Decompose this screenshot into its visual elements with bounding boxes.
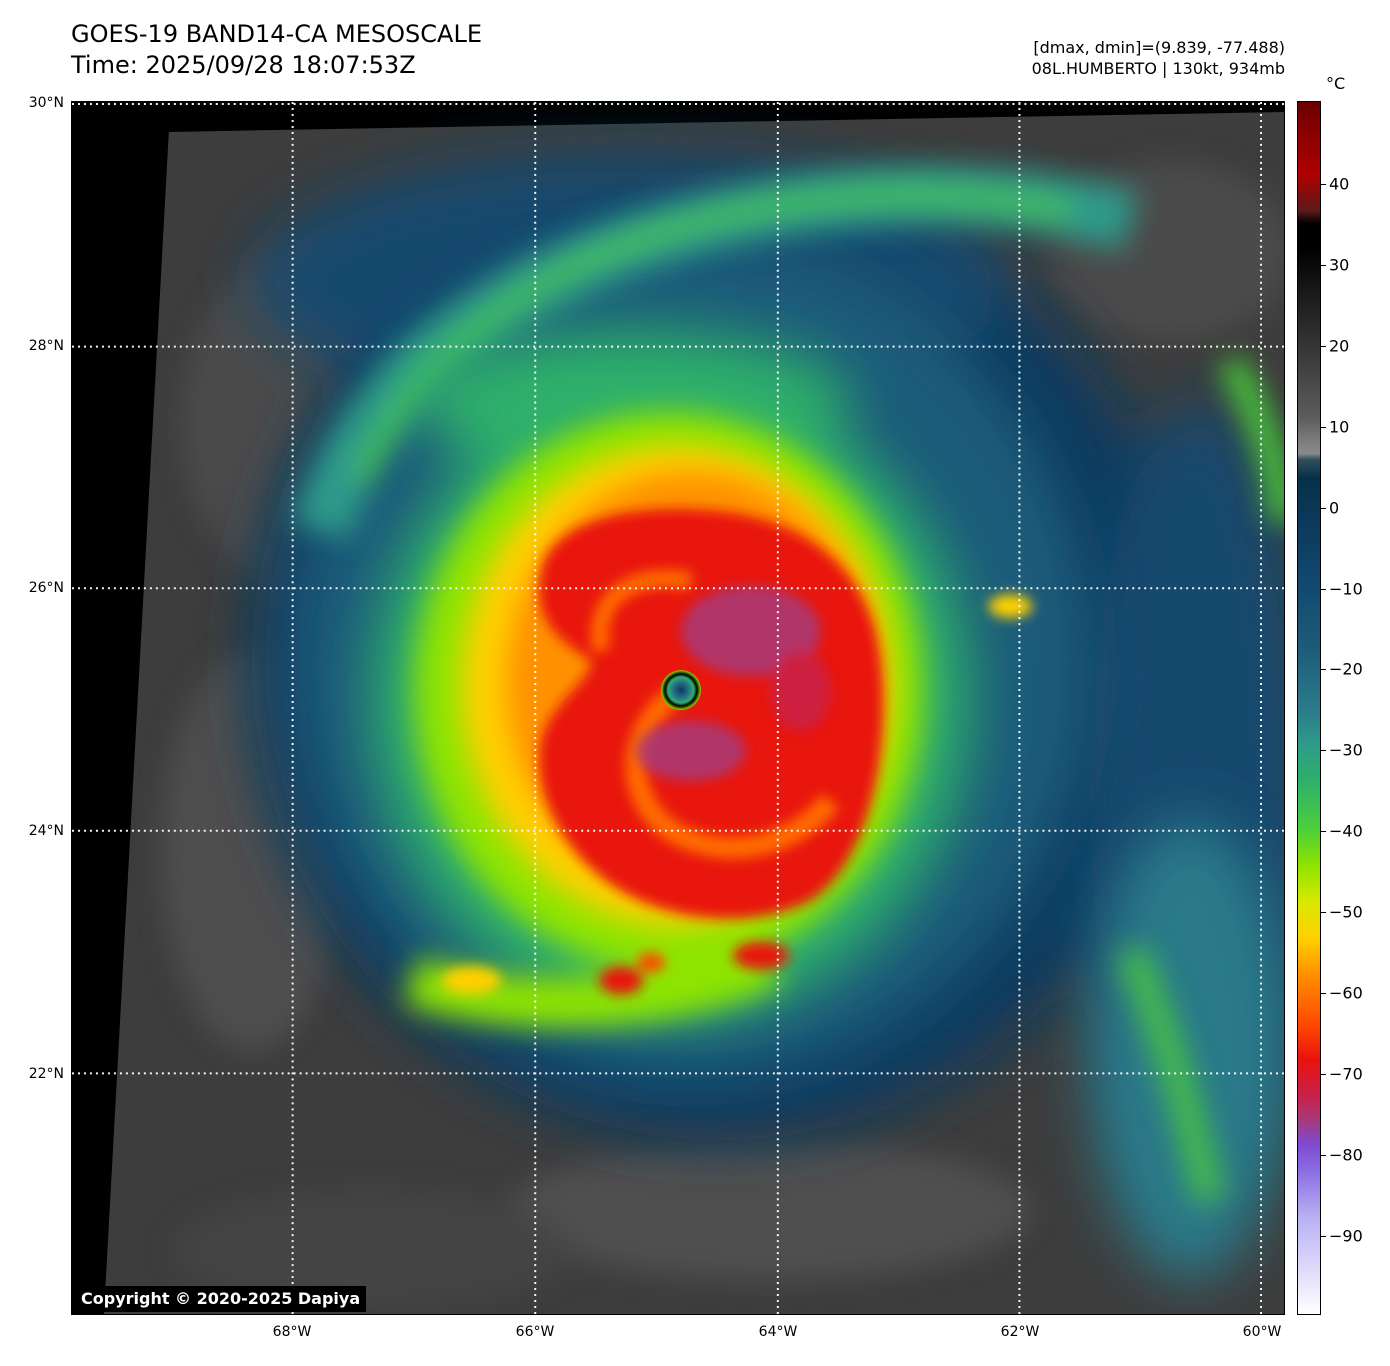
colorbar-tick <box>1321 589 1326 590</box>
colorbar-label-40: 40 <box>1329 174 1350 194</box>
lat-label-24n: 24°N <box>28 823 64 839</box>
lon-label-66w: 66°W <box>515 1324 555 1340</box>
lat-label-28n: 28°N <box>28 338 64 354</box>
product-title: GOES-19 BAND14-CA MESOSCALE <box>71 20 482 48</box>
observation-time: Time: 2025/09/28 18:07:53Z <box>71 51 416 79</box>
data-range: [dmax, dmin]=(9.839, -77.488) <box>1033 38 1285 57</box>
colorbar-tick <box>1321 912 1326 913</box>
hurricane-eye <box>661 670 701 710</box>
colorbar-label-minus30: −30 <box>1329 740 1363 760</box>
graticule <box>72 102 1284 1314</box>
storm-info: 08L.HUMBERTO | 130kt, 934mb <box>1031 59 1285 78</box>
colorbar-label-10: 10 <box>1329 417 1350 437</box>
colorbar-label-minus60: −60 <box>1329 983 1363 1003</box>
colorbar-label-minus50: −50 <box>1329 902 1363 922</box>
lat-label-22n: 22°N <box>28 1066 64 1082</box>
colorbar-tick <box>1321 831 1326 832</box>
colorbar-tick <box>1321 508 1326 509</box>
colorbar-tick <box>1321 750 1326 751</box>
colorbar-tick <box>1321 1074 1326 1075</box>
lat-label-30n: 30°N <box>28 95 64 111</box>
lon-label-64w: 64°W <box>758 1324 798 1340</box>
lon-label-60w: 60°W <box>1242 1324 1282 1340</box>
lon-label-62w: 62°W <box>1000 1324 1040 1340</box>
colorbar-label-0: 0 <box>1329 498 1340 518</box>
colorbar-tick <box>1321 346 1326 347</box>
colorbar-label-20: 20 <box>1329 336 1350 356</box>
colorbar-unit: °C <box>1326 74 1346 93</box>
temperature-colorbar <box>1297 101 1321 1315</box>
colorbar-label-minus40: −40 <box>1329 821 1363 841</box>
colorbar-tick <box>1321 427 1326 428</box>
colorbar-label-minus90: −90 <box>1329 1226 1363 1246</box>
colorbar-tick <box>1321 669 1326 670</box>
copyright-notice: Copyright © 2020-2025 Dapiya <box>75 1286 367 1312</box>
colorbar-label-minus20: −20 <box>1329 659 1363 679</box>
satellite-imagery <box>72 102 1284 1314</box>
colorbar-tick <box>1321 1236 1326 1237</box>
colorbar-tick <box>1321 265 1326 266</box>
lon-label-68w: 68°W <box>272 1324 312 1340</box>
colorbar-label-minus70: −70 <box>1329 1064 1363 1084</box>
colorbar-tick <box>1321 184 1326 185</box>
colorbar-label-minus80: −80 <box>1329 1145 1363 1165</box>
lat-label-26n: 26°N <box>28 580 64 596</box>
colorbar-tick <box>1321 1155 1326 1156</box>
colorbar-label-30: 30 <box>1329 255 1350 275</box>
colorbar-label-minus10: −10 <box>1329 579 1363 599</box>
satellite-image-panel: Copyright © 2020-2025 Dapiya <box>71 101 1285 1315</box>
colorbar-tick <box>1321 993 1326 994</box>
